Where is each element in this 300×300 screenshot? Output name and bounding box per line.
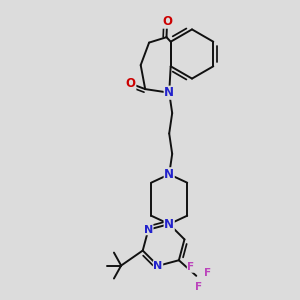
Text: N: N [164, 218, 174, 231]
Text: F: F [203, 268, 211, 278]
Text: N: N [153, 261, 163, 271]
Text: O: O [126, 77, 136, 90]
Text: N: N [164, 168, 174, 181]
Text: N: N [144, 225, 153, 235]
Text: F: F [195, 282, 202, 292]
Text: N: N [164, 86, 174, 99]
Text: F: F [187, 262, 194, 272]
Text: O: O [162, 15, 172, 28]
